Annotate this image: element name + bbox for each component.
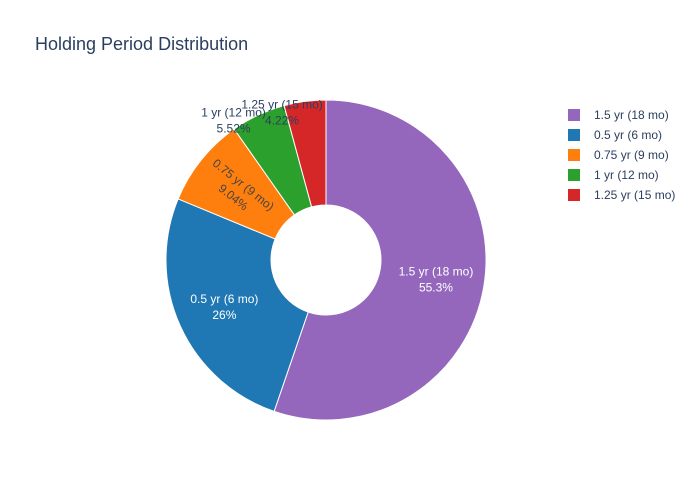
pie-slices xyxy=(165,99,487,421)
legend-label: 1.25 yr (15 mo) xyxy=(594,188,675,202)
legend-swatch xyxy=(568,189,580,201)
legend-item-1-yr-12-mo[interactable]: 1 yr (12 mo) xyxy=(568,168,659,182)
legend: 1.5 yr (18 mo) 0.5 yr (6 mo) 0.75 yr (9 mo… xyxy=(568,108,675,202)
chart-title: Holding Period Distribution xyxy=(35,34,248,54)
pie-slice-0-5-yr-6-mo[interactable] xyxy=(165,198,309,412)
legend-label: 0.5 yr (6 mo) xyxy=(594,128,662,142)
slice-label-1-5-yr-18-mo: 1.5 yr (18 mo) 55.3% xyxy=(399,264,474,294)
legend-swatch xyxy=(568,169,580,181)
legend-swatch xyxy=(568,109,580,121)
legend-label: 1 yr (12 mo) xyxy=(594,168,659,182)
legend-item-0-75-yr-9-mo[interactable]: 0.75 yr (9 mo) xyxy=(568,148,669,162)
slice-label-0-5-yr-6-mo: 0.5 yr (6 mo) 26% xyxy=(190,292,258,322)
legend-label: 1.5 yr (18 mo) xyxy=(594,108,669,122)
legend-swatch xyxy=(568,129,580,141)
legend-swatch xyxy=(568,149,580,161)
slice-label-1-yr-12-mo: 1 yr (12 mo) 5.52% xyxy=(201,106,266,136)
pie-slice-1-25-yr-15-mo[interactable] xyxy=(283,99,327,208)
legend-label: 0.75 yr (9 mo) xyxy=(594,148,669,162)
slice-label-1-25-yr-15-mo: 1.25 yr (15 mo) 4.22% xyxy=(241,97,322,127)
legend-item-1-5-yr-18-mo[interactable]: 1.5 yr (18 mo) xyxy=(568,108,669,122)
legend-item-1-25-yr-15-mo[interactable]: 1.25 yr (15 mo) xyxy=(568,188,675,202)
legend-item-0-5-yr-6-mo[interactable]: 0.5 yr (6 mo) xyxy=(568,128,662,142)
pie-slice-1-5-yr-18-mo[interactable] xyxy=(273,99,487,421)
